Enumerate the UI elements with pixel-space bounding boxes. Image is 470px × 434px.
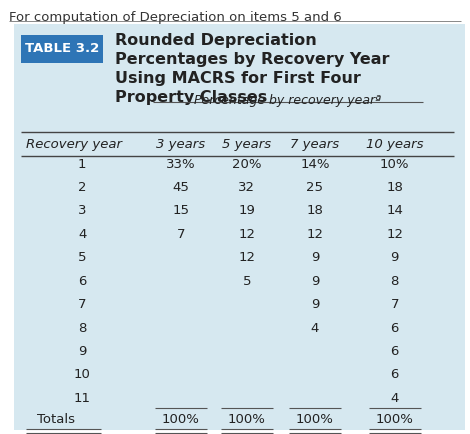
Text: 10 years: 10 years bbox=[366, 138, 423, 151]
Text: 6: 6 bbox=[78, 275, 86, 288]
Text: 14: 14 bbox=[386, 204, 403, 217]
Text: 3: 3 bbox=[78, 204, 86, 217]
Text: 100%: 100% bbox=[162, 413, 200, 426]
Text: 10: 10 bbox=[74, 368, 91, 381]
Text: 2: 2 bbox=[78, 181, 86, 194]
Text: Totals: Totals bbox=[38, 413, 75, 426]
Text: 5: 5 bbox=[243, 275, 251, 288]
Text: 6: 6 bbox=[391, 322, 399, 335]
Text: 6: 6 bbox=[391, 345, 399, 358]
Text: 7: 7 bbox=[177, 228, 185, 241]
Text: 12: 12 bbox=[386, 228, 403, 241]
Text: 18: 18 bbox=[306, 204, 323, 217]
Text: 9: 9 bbox=[311, 298, 319, 311]
Text: 12: 12 bbox=[238, 251, 255, 264]
Text: 20%: 20% bbox=[232, 158, 261, 171]
Text: 4: 4 bbox=[311, 322, 319, 335]
Text: 10%: 10% bbox=[380, 158, 409, 171]
Text: 100%: 100% bbox=[296, 413, 334, 426]
Text: 8: 8 bbox=[391, 275, 399, 288]
Text: 14%: 14% bbox=[300, 158, 329, 171]
Text: 45: 45 bbox=[172, 181, 189, 194]
Text: 100%: 100% bbox=[228, 413, 266, 426]
FancyBboxPatch shape bbox=[21, 35, 103, 63]
Text: Recovery year: Recovery year bbox=[26, 138, 122, 151]
Text: 1: 1 bbox=[78, 158, 86, 171]
Text: TABLE 3.2: TABLE 3.2 bbox=[25, 43, 99, 55]
Text: 7 years: 7 years bbox=[290, 138, 339, 151]
Text: For computation of Depreciation on items 5 and 6: For computation of Depreciation on items… bbox=[9, 11, 342, 24]
Text: 7: 7 bbox=[391, 298, 399, 311]
Text: 7: 7 bbox=[78, 298, 86, 311]
Text: 6: 6 bbox=[391, 368, 399, 381]
Text: 5: 5 bbox=[78, 251, 86, 264]
Text: 100%: 100% bbox=[376, 413, 414, 426]
Text: 9: 9 bbox=[78, 345, 86, 358]
Text: 5 years: 5 years bbox=[222, 138, 271, 151]
Text: 19: 19 bbox=[238, 204, 255, 217]
Text: 8: 8 bbox=[78, 322, 86, 335]
Text: 9: 9 bbox=[311, 251, 319, 264]
Text: 4: 4 bbox=[78, 228, 86, 241]
FancyBboxPatch shape bbox=[14, 24, 465, 430]
Text: 33%: 33% bbox=[166, 158, 196, 171]
Text: 12: 12 bbox=[238, 228, 255, 241]
Text: 9: 9 bbox=[311, 275, 319, 288]
Text: 18: 18 bbox=[386, 181, 403, 194]
Text: 9: 9 bbox=[391, 251, 399, 264]
Text: 25: 25 bbox=[306, 181, 323, 194]
Text: Rounded Depreciation
Percentages by Recovery Year
Using MACRS for First Four
Pro: Rounded Depreciation Percentages by Reco… bbox=[115, 33, 390, 105]
Text: 3 years: 3 years bbox=[157, 138, 205, 151]
Text: 11: 11 bbox=[74, 392, 91, 405]
Text: 12: 12 bbox=[306, 228, 323, 241]
Text: Percentage by recovery yearª: Percentage by recovery yearª bbox=[195, 94, 381, 107]
Text: 32: 32 bbox=[238, 181, 255, 194]
Text: 15: 15 bbox=[172, 204, 189, 217]
Text: 4: 4 bbox=[391, 392, 399, 405]
